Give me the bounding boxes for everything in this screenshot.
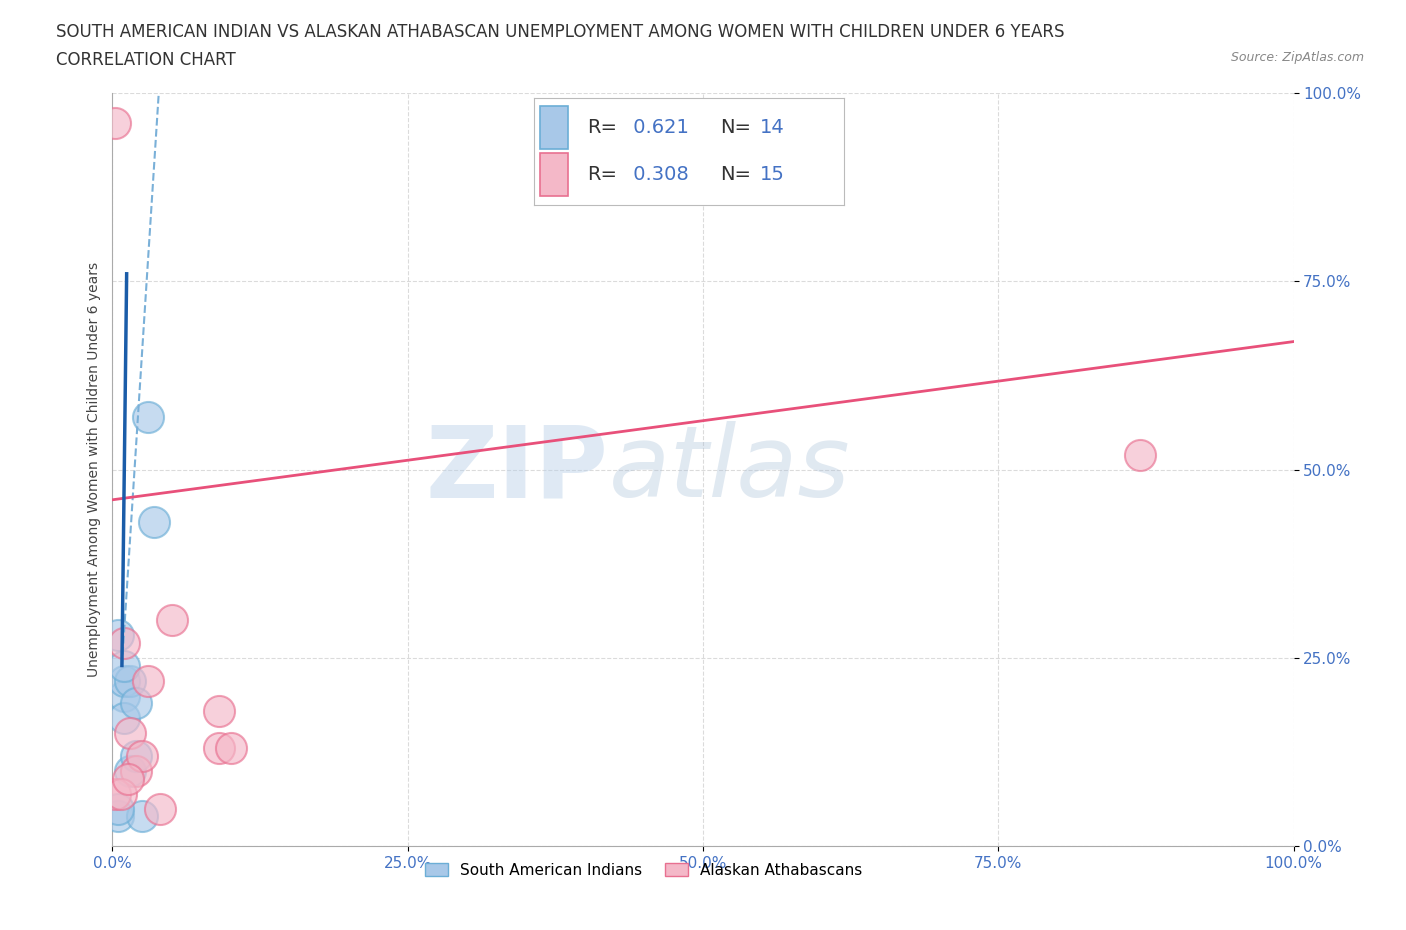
Point [112,688,135,703]
Point [104,786,127,801]
Point [112,658,135,673]
Point [110,786,132,801]
Point [142,515,165,530]
Text: CORRELATION CHART: CORRELATION CHART [56,51,236,69]
Point [107,802,129,817]
Text: Source: ZipAtlas.com: Source: ZipAtlas.com [1230,51,1364,64]
Text: ZIP: ZIP [426,421,609,518]
Point [136,409,159,424]
Text: 14: 14 [761,118,785,137]
Text: R=: R= [586,166,617,184]
Point [104,115,127,130]
Point [120,764,142,778]
Point [112,711,135,725]
Legend: South American Indians, Alaskan Athabascans: South American Indians, Alaskan Athabasc… [419,857,869,884]
Point [131,809,153,824]
Text: atlas: atlas [609,421,851,518]
Bar [540,153,568,196]
Point [112,673,135,688]
Point [160,613,183,628]
Point [107,628,129,643]
Bar [540,106,568,149]
Point [125,696,148,711]
Text: 0.308: 0.308 [627,166,689,184]
Point [136,673,159,688]
Point [112,635,135,650]
Point [208,741,231,756]
Text: 15: 15 [761,166,785,184]
Point [125,749,148,764]
Y-axis label: Unemployment Among Women with Children Under 6 years: Unemployment Among Women with Children U… [87,262,101,677]
Point [125,764,148,778]
Point [117,771,139,786]
Point [1129,447,1152,462]
Text: 0.621: 0.621 [627,118,689,137]
Point [120,726,142,741]
Text: N=: N= [720,166,751,184]
Text: SOUTH AMERICAN INDIAN VS ALASKAN ATHABASCAN UNEMPLOYMENT AMONG WOMEN WITH CHILDR: SOUTH AMERICAN INDIAN VS ALASKAN ATHABAS… [56,23,1064,41]
Point [131,749,153,764]
Point [208,703,231,718]
Point [107,809,129,824]
Point [219,741,242,756]
Point [120,673,142,688]
Text: N=: N= [720,118,751,137]
Text: R=: R= [586,118,617,137]
Point [149,802,172,817]
